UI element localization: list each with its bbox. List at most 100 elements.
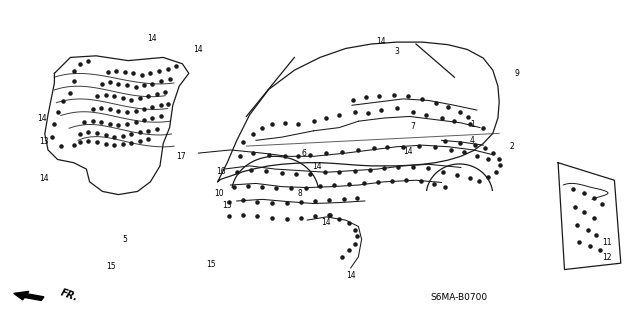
Point <box>308 119 319 124</box>
Point <box>305 171 316 176</box>
Text: 3: 3 <box>394 47 399 56</box>
Point <box>582 227 593 232</box>
Point <box>480 146 490 151</box>
Point <box>572 222 582 227</box>
Point <box>267 215 277 220</box>
Point <box>334 112 344 117</box>
Point <box>134 96 145 101</box>
Point <box>267 200 277 205</box>
Point <box>321 151 332 156</box>
Point <box>113 108 124 114</box>
Point <box>388 93 399 98</box>
Point <box>363 111 373 116</box>
Text: FR.: FR. <box>59 288 79 303</box>
Point <box>109 94 119 99</box>
Point <box>257 125 268 130</box>
Point <box>387 178 397 183</box>
Text: 15: 15 <box>206 260 216 269</box>
Point <box>156 103 166 108</box>
Text: S6MA-B0700: S6MA-B0700 <box>430 293 487 302</box>
Point <box>156 114 166 119</box>
Point <box>100 142 111 147</box>
Point <box>160 89 170 94</box>
Point <box>122 110 132 115</box>
Point <box>118 133 128 138</box>
Point <box>292 153 303 158</box>
Point <box>348 98 358 103</box>
Text: 14: 14 <box>346 271 356 280</box>
Point <box>491 169 501 174</box>
Point <box>111 68 122 73</box>
Point <box>574 240 584 245</box>
Point <box>238 213 248 218</box>
Point <box>68 68 79 73</box>
Point <box>238 198 248 203</box>
Text: 6: 6 <box>301 149 307 158</box>
Point <box>75 131 85 137</box>
Point <box>232 169 242 174</box>
Point <box>334 216 344 221</box>
Point <box>264 152 274 157</box>
Point <box>470 143 480 148</box>
Point <box>465 175 476 181</box>
Point <box>495 163 506 168</box>
Point <box>324 213 335 218</box>
Point <box>465 122 476 127</box>
Text: 14: 14 <box>147 34 157 43</box>
Text: 15: 15 <box>222 201 232 210</box>
Point <box>372 179 383 184</box>
Point <box>429 181 439 186</box>
Text: 14: 14 <box>312 162 322 171</box>
Point <box>431 100 442 105</box>
Point <box>228 184 239 189</box>
Point <box>478 126 488 131</box>
Point <box>446 147 456 152</box>
Point <box>449 119 460 124</box>
Point <box>589 195 599 200</box>
Point <box>472 153 482 158</box>
Polygon shape <box>13 291 44 300</box>
Point <box>379 166 389 171</box>
Text: 16: 16 <box>216 167 226 176</box>
Point <box>361 95 371 100</box>
Text: 14: 14 <box>376 37 387 46</box>
Point <box>353 147 364 152</box>
Point <box>310 214 320 219</box>
Point <box>126 97 136 102</box>
Point <box>291 171 301 176</box>
Point <box>417 96 428 101</box>
Point <box>126 131 136 137</box>
Point <box>350 241 360 247</box>
Point <box>139 117 149 122</box>
Point <box>267 122 277 127</box>
Point <box>156 79 166 84</box>
Point <box>100 133 111 138</box>
Point <box>145 71 156 76</box>
Point <box>579 190 589 196</box>
Point <box>443 104 453 109</box>
Point <box>305 152 316 157</box>
Point <box>403 94 413 99</box>
Point <box>105 121 115 126</box>
Point <box>374 93 384 98</box>
Text: 1: 1 <box>470 120 475 129</box>
Point <box>83 138 93 144</box>
Point <box>350 168 360 173</box>
Point <box>88 118 98 123</box>
Point <box>118 96 128 101</box>
Point <box>224 214 234 219</box>
Point <box>488 151 498 156</box>
Point <box>113 81 124 86</box>
Point <box>324 198 334 203</box>
Point <box>58 99 68 104</box>
Point <box>131 84 141 89</box>
Point <box>422 166 433 171</box>
Text: 9: 9 <box>515 69 520 78</box>
Point <box>100 93 111 98</box>
Point <box>344 182 354 187</box>
Point <box>128 71 138 76</box>
Point <box>463 115 474 120</box>
Point <box>276 170 287 175</box>
Point <box>321 115 332 121</box>
Point <box>248 131 258 137</box>
